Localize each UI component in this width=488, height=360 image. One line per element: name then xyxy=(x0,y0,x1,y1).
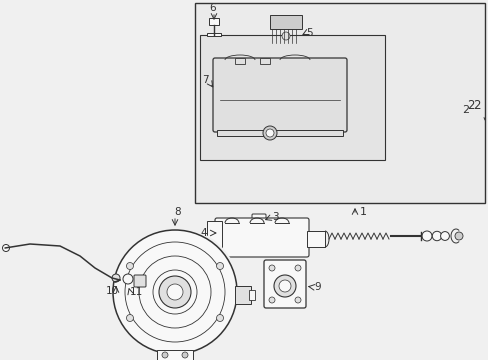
Circle shape xyxy=(182,352,187,358)
Text: 4: 4 xyxy=(200,228,206,238)
Circle shape xyxy=(126,315,133,321)
Bar xyxy=(256,223,262,226)
Circle shape xyxy=(294,265,301,271)
Circle shape xyxy=(282,32,289,40)
Text: 2: 2 xyxy=(472,99,480,112)
FancyBboxPatch shape xyxy=(213,58,346,132)
Bar xyxy=(206,221,222,252)
Circle shape xyxy=(268,297,274,303)
Text: 2: 2 xyxy=(461,105,468,115)
Bar xyxy=(208,18,219,25)
Circle shape xyxy=(263,126,276,140)
Circle shape xyxy=(265,129,273,137)
Bar xyxy=(235,286,250,304)
Circle shape xyxy=(216,315,223,321)
Bar xyxy=(200,35,384,160)
Circle shape xyxy=(268,265,274,271)
Circle shape xyxy=(454,232,462,240)
Circle shape xyxy=(167,284,183,300)
Text: 6: 6 xyxy=(209,3,216,13)
Bar xyxy=(248,290,254,300)
Text: 11: 11 xyxy=(130,287,143,297)
Circle shape xyxy=(110,227,240,357)
Circle shape xyxy=(2,244,9,252)
FancyBboxPatch shape xyxy=(251,214,265,224)
Circle shape xyxy=(279,280,290,292)
Bar xyxy=(306,231,325,247)
Text: 10: 10 xyxy=(105,286,118,296)
Bar xyxy=(195,3,484,203)
Bar xyxy=(235,58,244,64)
Circle shape xyxy=(431,231,441,241)
Circle shape xyxy=(440,231,448,240)
Bar xyxy=(206,33,221,36)
Text: 7: 7 xyxy=(202,75,208,85)
Circle shape xyxy=(113,230,237,354)
Text: 2: 2 xyxy=(466,99,473,112)
Bar xyxy=(157,350,193,360)
Circle shape xyxy=(162,352,168,358)
Circle shape xyxy=(421,231,431,241)
Text: 1: 1 xyxy=(359,207,366,217)
Circle shape xyxy=(126,262,133,270)
FancyBboxPatch shape xyxy=(134,275,146,287)
Circle shape xyxy=(123,274,133,284)
FancyBboxPatch shape xyxy=(264,260,305,308)
Bar xyxy=(217,130,342,136)
Bar xyxy=(269,15,302,29)
Text: 3: 3 xyxy=(271,212,278,222)
Bar xyxy=(260,58,269,64)
Circle shape xyxy=(294,297,301,303)
Circle shape xyxy=(273,275,295,297)
Circle shape xyxy=(112,274,120,282)
Circle shape xyxy=(216,262,223,270)
Circle shape xyxy=(159,276,191,308)
Text: 8: 8 xyxy=(174,207,181,217)
FancyBboxPatch shape xyxy=(215,218,308,257)
Text: 9: 9 xyxy=(313,282,320,292)
Text: 5: 5 xyxy=(305,28,312,38)
